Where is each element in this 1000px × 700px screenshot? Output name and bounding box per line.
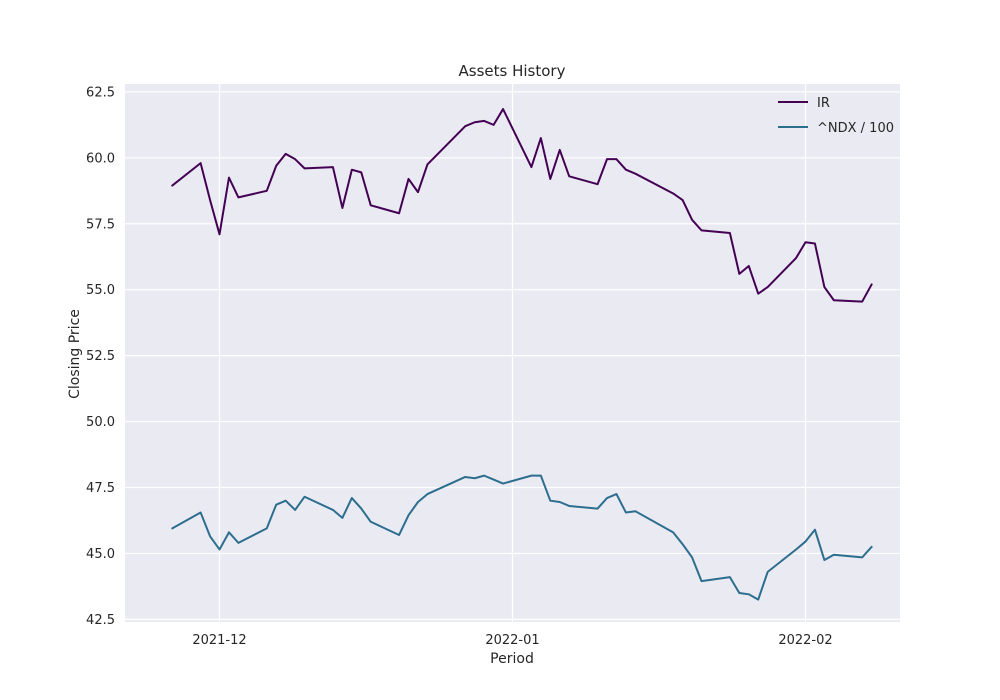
- y-tick-label: 52.5: [86, 349, 115, 364]
- grid-lines: [125, 84, 900, 622]
- y-tick-label: 55.0: [86, 283, 115, 298]
- y-tick-label: 57.5: [86, 217, 115, 232]
- legend-label-ndx: ^NDX / 100: [817, 121, 894, 136]
- y-axis-label: Closing Price: [67, 309, 83, 399]
- series-line-ir: [171, 108, 873, 303]
- x-tick-label: 2022-01: [485, 633, 539, 648]
- y-tick-label: 45.0: [86, 547, 115, 562]
- series-layer: [171, 108, 873, 601]
- x-axis: 2021-12 2022-01 2022-02: [192, 633, 832, 648]
- x-axis-label: Period: [490, 651, 534, 667]
- x-tick-label: 2022-02: [778, 633, 832, 648]
- legend-label-ir: IR: [817, 96, 830, 111]
- y-tick-label: 62.5: [86, 85, 115, 100]
- y-tick-label: 50.0: [86, 415, 115, 430]
- chart-title: Assets History: [459, 62, 566, 80]
- x-tick-label: 2021-12: [192, 633, 246, 648]
- y-axis: 42.5 45.0 47.5 50.0 52.5 55.0 57.5 60.0 62.5: [86, 85, 115, 627]
- legend: IR ^NDX / 100: [778, 96, 894, 136]
- y-tick-label: 42.5: [86, 613, 115, 628]
- series-line-ndx: [171, 474, 873, 601]
- y-tick-label: 47.5: [86, 481, 115, 496]
- y-tick-label: 60.0: [86, 151, 115, 166]
